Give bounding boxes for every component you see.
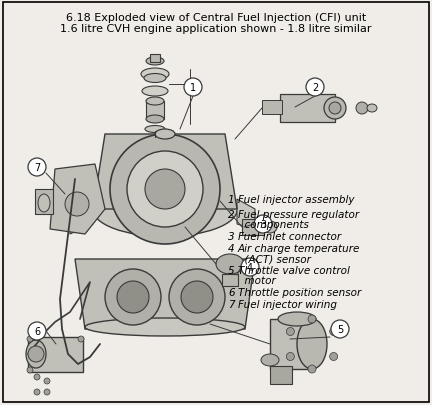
Bar	[270, 319, 314, 369]
Text: 7: 7	[228, 299, 235, 309]
Text: Fuel injector assembly: Fuel injector assembly	[238, 194, 355, 205]
Bar	[150, 55, 160, 63]
Bar	[242, 220, 264, 235]
Ellipse shape	[146, 98, 164, 106]
Circle shape	[286, 328, 294, 336]
Text: 2: 2	[312, 83, 318, 93]
Ellipse shape	[145, 126, 165, 133]
Circle shape	[331, 320, 349, 338]
Circle shape	[44, 389, 50, 395]
Text: 5: 5	[337, 324, 343, 334]
Bar	[35, 190, 53, 215]
Ellipse shape	[261, 354, 279, 366]
Circle shape	[330, 353, 338, 360]
Text: 4: 4	[228, 243, 235, 254]
Text: 1: 1	[190, 83, 196, 93]
Circle shape	[78, 336, 84, 342]
Circle shape	[330, 328, 338, 336]
Text: 6: 6	[34, 326, 40, 336]
Ellipse shape	[38, 194, 50, 213]
Ellipse shape	[297, 319, 327, 369]
Ellipse shape	[141, 69, 169, 81]
Ellipse shape	[142, 87, 168, 97]
Circle shape	[308, 315, 316, 323]
Text: 4: 4	[247, 262, 253, 272]
Text: Fuel pressure regulator: Fuel pressure regulator	[238, 209, 359, 220]
Ellipse shape	[146, 58, 164, 66]
Ellipse shape	[263, 222, 277, 233]
Text: 5: 5	[228, 265, 235, 275]
Ellipse shape	[278, 312, 316, 326]
Circle shape	[34, 389, 40, 395]
Ellipse shape	[367, 105, 377, 113]
Bar	[155, 135, 175, 149]
Circle shape	[117, 281, 149, 313]
Polygon shape	[50, 164, 105, 234]
Circle shape	[28, 159, 46, 177]
Ellipse shape	[26, 340, 46, 368]
Text: 7: 7	[34, 162, 40, 173]
Circle shape	[110, 135, 220, 244]
Bar	[262, 101, 282, 115]
Circle shape	[27, 336, 33, 342]
Text: Throttle valve control: Throttle valve control	[238, 265, 350, 275]
Ellipse shape	[92, 182, 238, 237]
Bar	[270, 366, 292, 384]
Circle shape	[34, 374, 40, 380]
Text: 3: 3	[228, 231, 235, 241]
Circle shape	[181, 281, 213, 313]
Text: Throttle position sensor: Throttle position sensor	[238, 287, 361, 297]
Text: 1.6 litre CVH engine application shown - 1.8 litre similar: 1.6 litre CVH engine application shown -…	[60, 24, 372, 34]
Circle shape	[308, 365, 316, 373]
Circle shape	[286, 353, 294, 360]
Text: components: components	[238, 220, 309, 230]
Circle shape	[28, 346, 44, 362]
Text: Fuel inlet connector: Fuel inlet connector	[238, 231, 341, 241]
Bar	[28, 337, 83, 372]
Polygon shape	[75, 259, 255, 329]
Circle shape	[306, 79, 324, 97]
Polygon shape	[70, 200, 93, 234]
Polygon shape	[237, 200, 255, 230]
Text: motor: motor	[238, 275, 276, 285]
FancyBboxPatch shape	[3, 3, 429, 402]
Text: Fuel injector wiring: Fuel injector wiring	[238, 299, 337, 309]
Text: 6.18 Exploded view of Central Fuel Injection (CFI) unit: 6.18 Exploded view of Central Fuel Injec…	[66, 13, 366, 23]
Circle shape	[127, 151, 203, 228]
Ellipse shape	[146, 116, 164, 124]
Bar	[222, 274, 238, 286]
Text: Air charge temperature: Air charge temperature	[238, 243, 360, 254]
Ellipse shape	[85, 318, 245, 336]
Circle shape	[356, 103, 368, 115]
Ellipse shape	[329, 103, 341, 115]
Circle shape	[241, 258, 259, 276]
Text: 1: 1	[228, 194, 235, 205]
Circle shape	[169, 269, 225, 325]
Circle shape	[184, 79, 202, 97]
Circle shape	[27, 367, 33, 373]
Text: 6: 6	[228, 287, 235, 297]
Polygon shape	[93, 135, 237, 209]
Text: (ACT) sensor: (ACT) sensor	[238, 254, 311, 263]
Circle shape	[65, 192, 89, 216]
Bar	[146, 102, 164, 120]
Circle shape	[44, 378, 50, 384]
Circle shape	[28, 322, 46, 340]
Bar	[280, 95, 335, 123]
Ellipse shape	[216, 254, 244, 274]
Circle shape	[145, 170, 185, 209]
Text: 3: 3	[260, 220, 266, 230]
Ellipse shape	[324, 98, 346, 120]
Circle shape	[105, 269, 161, 325]
Ellipse shape	[144, 74, 166, 83]
Ellipse shape	[155, 130, 175, 140]
Text: 2: 2	[228, 209, 235, 220]
Circle shape	[254, 215, 272, 233]
